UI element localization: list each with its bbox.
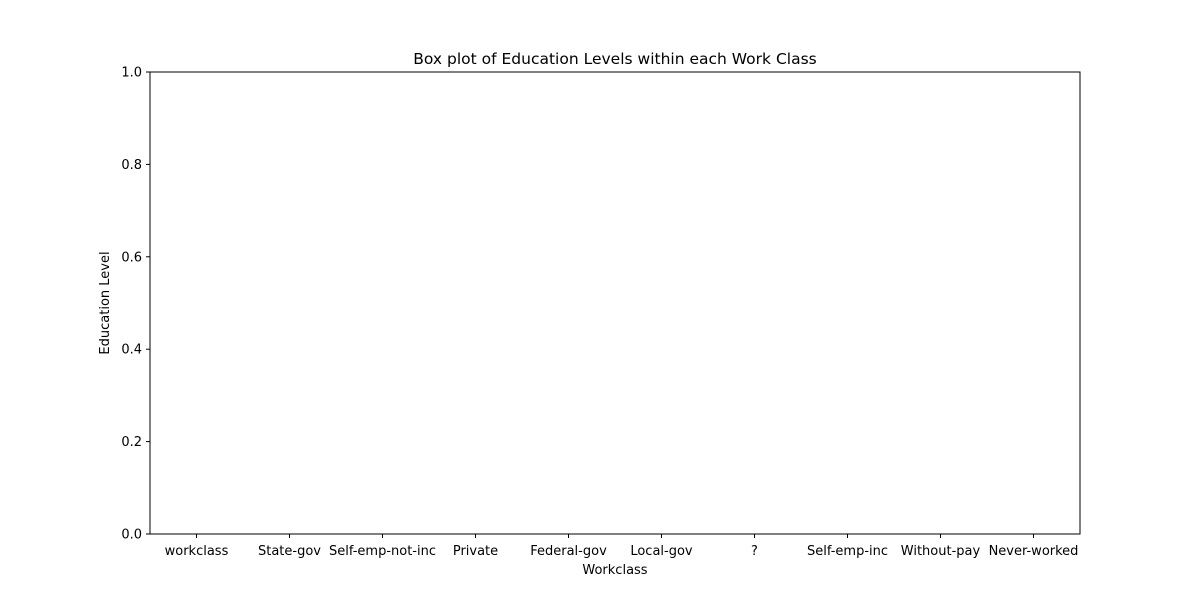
y-tick-label: 1.0 bbox=[121, 66, 142, 81]
y-tick-label: 0.2 bbox=[121, 435, 142, 450]
x-tick-label: State-gov bbox=[258, 544, 321, 559]
y-tick-label: 0.4 bbox=[121, 343, 142, 358]
x-axis-ticks: workclass State-gov Self-emp-not-inc Privat… bbox=[165, 534, 1079, 559]
y-tick-label: 0.6 bbox=[121, 250, 142, 265]
x-tick-label: Local-gov bbox=[630, 544, 693, 559]
x-tick-label: Self-emp-inc bbox=[807, 544, 888, 559]
x-tick-label: Without-pay bbox=[901, 544, 981, 559]
y-tick-label: 0.0 bbox=[121, 528, 142, 543]
x-tick-label: Federal-gov bbox=[530, 544, 607, 559]
x-axis-label: Workclass bbox=[582, 563, 647, 578]
plot-area-frame bbox=[149, 71, 1081, 535]
x-tick-label: workclass bbox=[165, 544, 229, 559]
x-tick-label: Never-worked bbox=[989, 544, 1079, 559]
x-tick-label: Private bbox=[453, 544, 498, 559]
x-tick-label: ? bbox=[751, 544, 758, 559]
y-axis-ticks: 0.0 0.2 0.4 0.6 0.8 1.0 bbox=[121, 66, 150, 543]
y-tick-label: 0.8 bbox=[121, 158, 142, 173]
x-tick-label: Self-emp-not-inc bbox=[329, 544, 436, 559]
chart-title: Box plot of Education Levels within each… bbox=[413, 50, 816, 68]
y-axis-label: Education Level bbox=[98, 251, 113, 354]
